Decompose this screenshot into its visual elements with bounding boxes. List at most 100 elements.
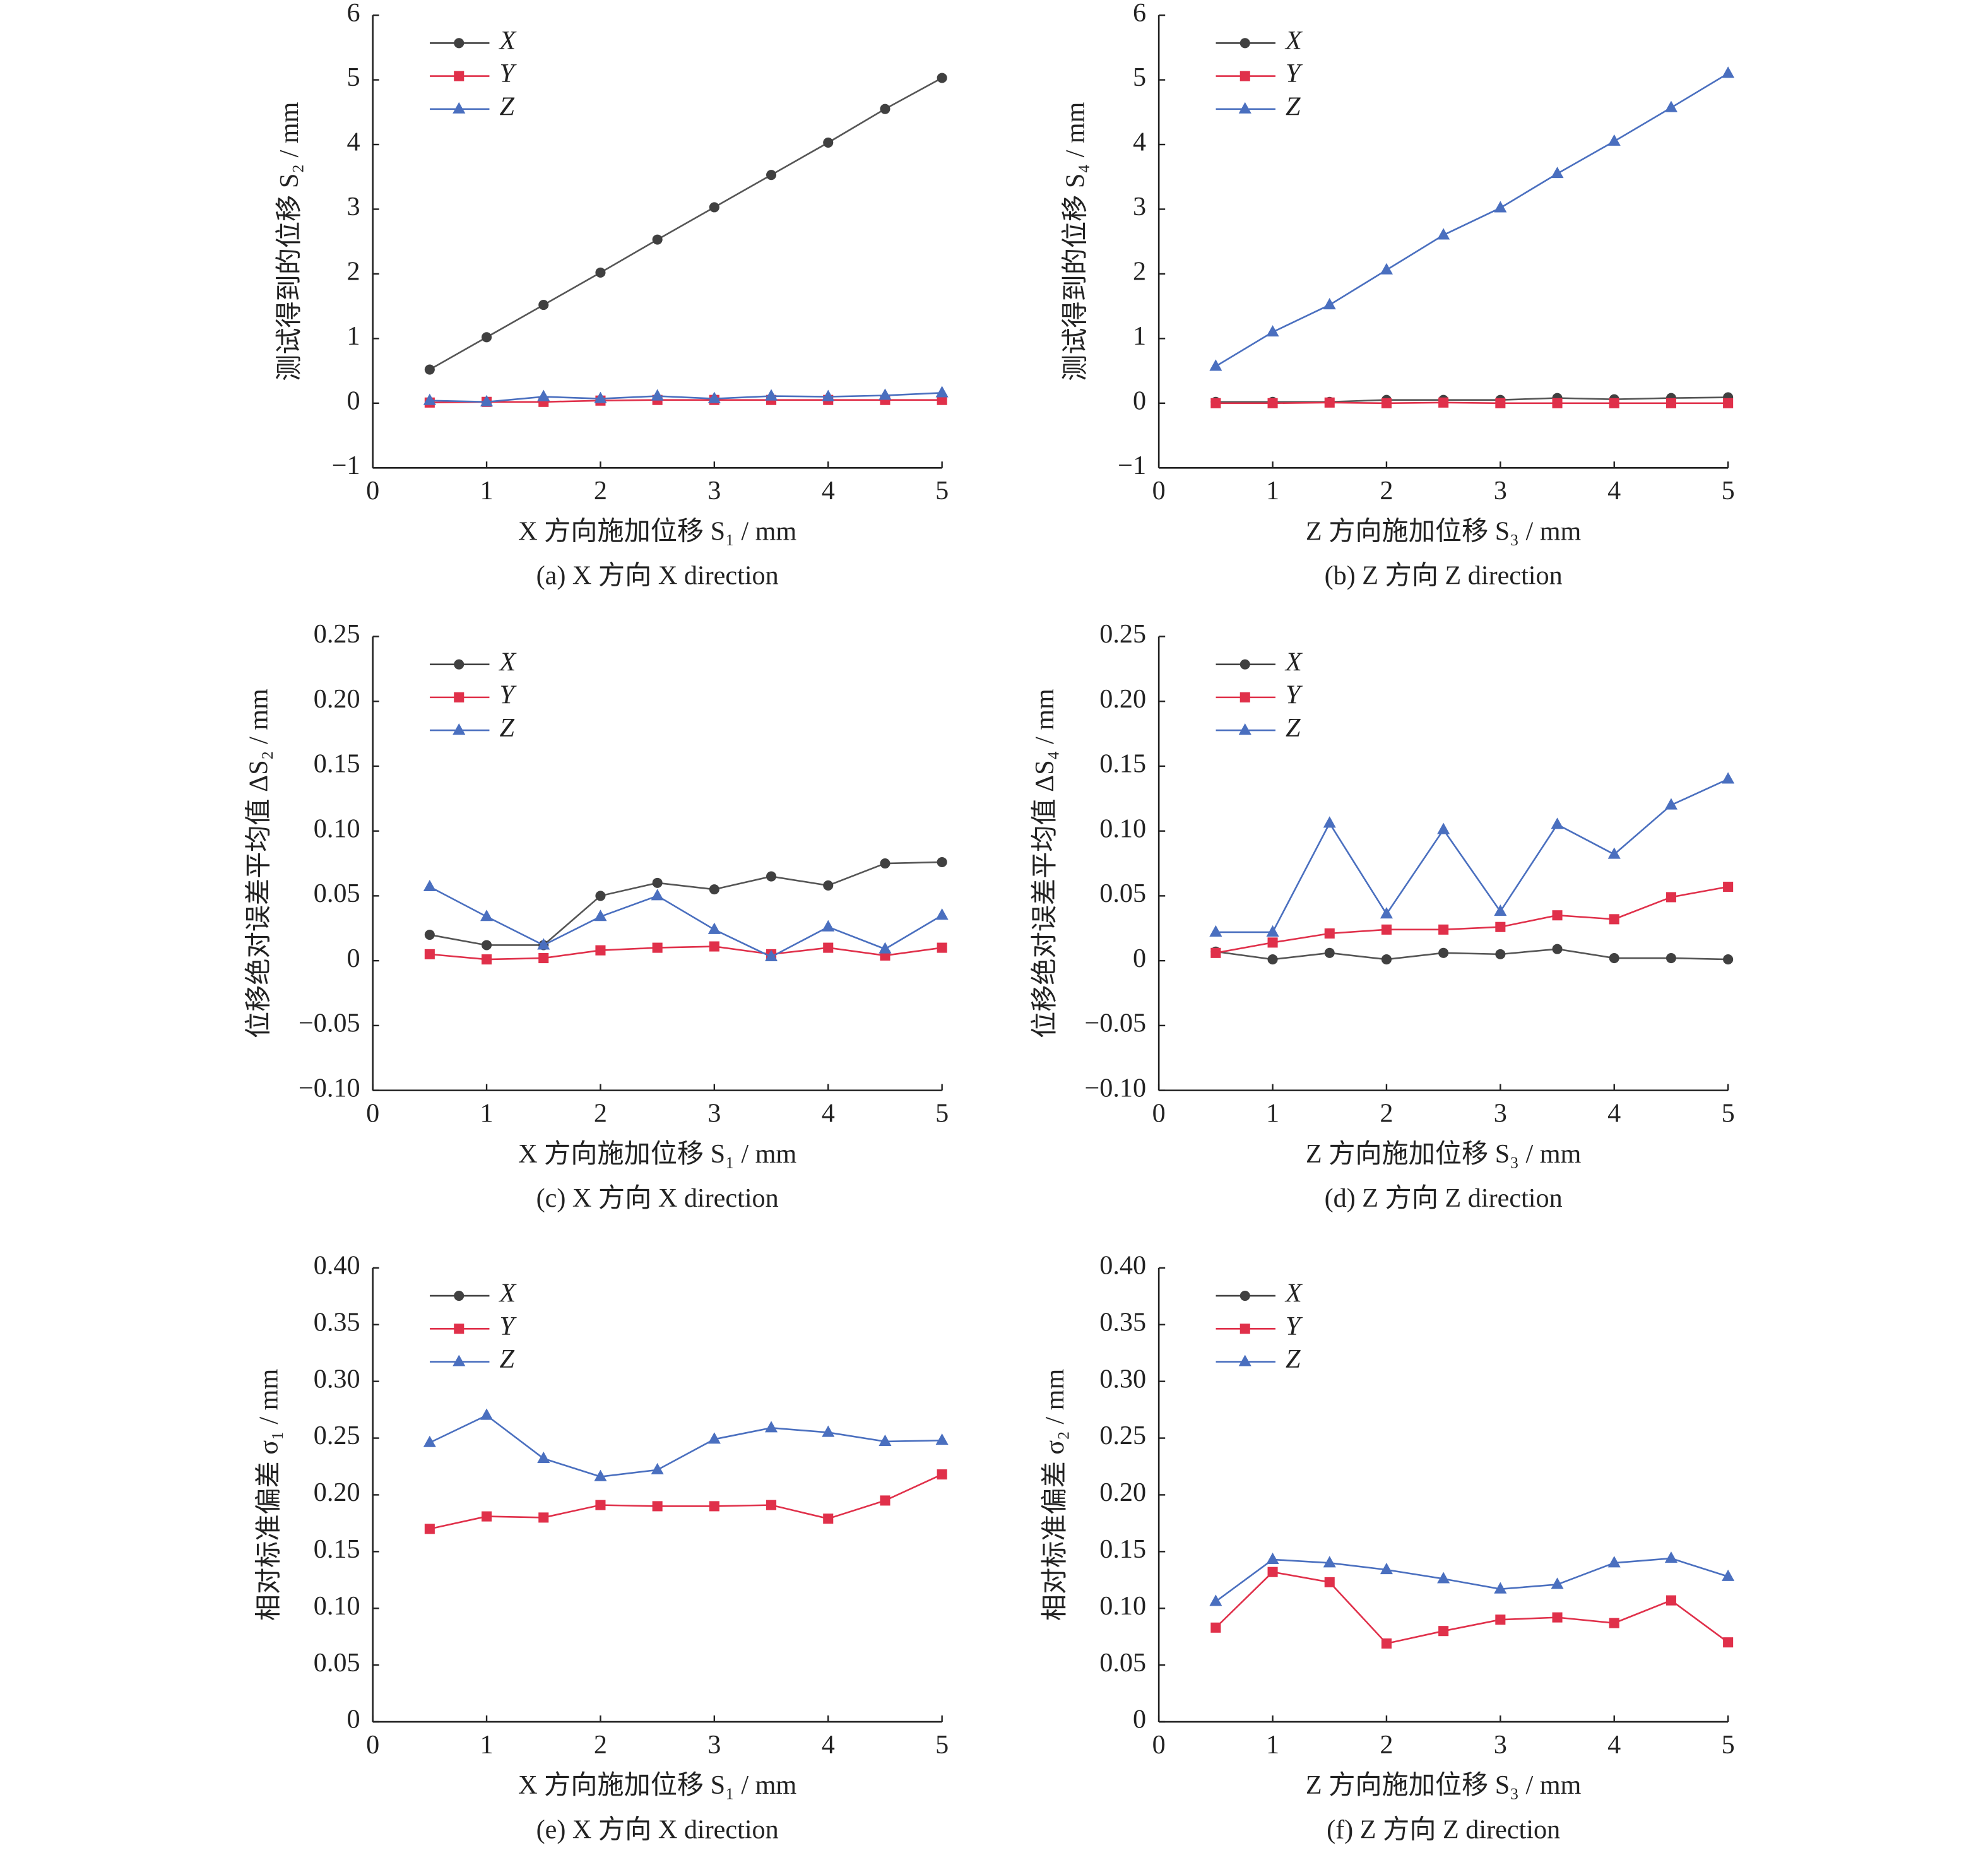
- series-line: [1215, 73, 1729, 367]
- x-tick-label: 0: [1152, 476, 1166, 506]
- data-point: [1209, 359, 1222, 371]
- legend-marker: [453, 102, 466, 114]
- data-point: [595, 891, 606, 901]
- data-point: [879, 1434, 892, 1446]
- data-point: [652, 942, 663, 953]
- data-point: [766, 1500, 777, 1510]
- data-point: [1381, 924, 1392, 935]
- legend-marker: [1238, 1354, 1251, 1366]
- y-tick-label: −0.05: [1084, 1009, 1146, 1038]
- data-point: [1609, 1618, 1619, 1628]
- data-point: [823, 1513, 834, 1524]
- series-line: [429, 1414, 942, 1478]
- data-point: [423, 393, 436, 405]
- data-point: [1437, 1572, 1450, 1584]
- data-point: [880, 858, 890, 869]
- data-point: [1209, 925, 1222, 937]
- y-tick-label: 0.25: [314, 1421, 360, 1450]
- x-tick-label: 0: [366, 1730, 379, 1760]
- data-point: [709, 941, 719, 952]
- legend-marker: [1240, 38, 1250, 49]
- data-point: [1267, 398, 1278, 408]
- data-point: [1495, 921, 1506, 932]
- data-point: [1324, 928, 1335, 939]
- legend-marker: [1240, 692, 1250, 702]
- y-axis-label: 位移绝对误差平均值 ΔS₂ / mm: [244, 689, 274, 1038]
- x-tick-label: 0: [366, 1098, 379, 1128]
- data-point: [538, 952, 549, 964]
- data-point: [822, 389, 835, 401]
- x-axis-label: X 方向施加位移 S₁ / mm: [518, 516, 796, 546]
- data-point: [1380, 1563, 1393, 1575]
- y-tick-label: 0: [1133, 944, 1146, 973]
- data-point: [537, 389, 550, 401]
- y-tick-label: 0.40: [1099, 1251, 1146, 1281]
- y-tick-label: 0.15: [314, 749, 360, 779]
- y-tick-label: 5: [346, 62, 360, 92]
- data-point: [823, 942, 834, 953]
- y-tick-label: 0.05: [314, 1648, 360, 1678]
- data-point: [652, 877, 663, 888]
- data-point: [709, 1501, 719, 1512]
- data-point: [538, 300, 549, 311]
- caption: (f) Z 方向 Z direction: [1327, 1815, 1560, 1844]
- data-point: [594, 909, 607, 921]
- y-tick-label: 0.10: [1099, 814, 1146, 843]
- legend-marker: [1240, 659, 1250, 670]
- y-tick-label: 0.20: [314, 1478, 360, 1507]
- data-point: [879, 942, 892, 954]
- data-point: [1381, 398, 1392, 408]
- data-point: [482, 332, 492, 343]
- data-point: [652, 234, 663, 245]
- legend-label: X: [1284, 1279, 1303, 1308]
- y-tick-label: 0.05: [1099, 879, 1146, 908]
- data-point: [1323, 1556, 1336, 1568]
- y-axis-label: 测试得到的位移 S₄ / mm: [1060, 102, 1090, 381]
- data-point: [1551, 167, 1564, 179]
- y-axis-label: 相对标准偏差 σ₂ / mm: [1040, 1369, 1070, 1621]
- series-line: [1216, 778, 1729, 933]
- caption: (a) X 方向 X direction: [536, 561, 779, 591]
- x-tick-label: 2: [1380, 476, 1393, 506]
- data-point: [1551, 817, 1564, 829]
- data-point: [1607, 847, 1621, 859]
- data-point: [1495, 398, 1506, 408]
- data-point: [537, 1451, 550, 1463]
- data-point: [1381, 1638, 1392, 1649]
- data-point: [1438, 924, 1449, 935]
- data-point: [651, 889, 664, 901]
- x-tick-label: 1: [480, 1098, 494, 1128]
- data-point: [1723, 881, 1734, 892]
- legend-marker: [454, 692, 464, 702]
- data-point: [1664, 1551, 1677, 1563]
- data-point: [1551, 1577, 1564, 1589]
- y-tick-label: 0.25: [1099, 619, 1146, 649]
- data-point: [1266, 925, 1279, 937]
- data-point: [1323, 298, 1336, 310]
- x-tick-label: 5: [935, 476, 949, 506]
- legend-marker: [1240, 1324, 1250, 1334]
- y-tick-label: 0.15: [1099, 749, 1146, 779]
- legend-label: Y: [500, 680, 518, 710]
- x-tick-label: 2: [594, 1730, 607, 1760]
- x-axis-label: Z 方向施加位移 S₃ / mm: [1306, 516, 1582, 546]
- data-point: [1495, 949, 1506, 959]
- data-point: [480, 1408, 494, 1420]
- y-tick-label: 0.10: [1099, 1591, 1146, 1621]
- series-line: [429, 886, 943, 958]
- y-tick-label: 2: [346, 257, 360, 287]
- data-point: [937, 73, 947, 83]
- data-point: [822, 1425, 835, 1437]
- data-point: [1324, 1577, 1335, 1587]
- legend-label: X: [1284, 647, 1303, 677]
- data-point: [707, 922, 721, 934]
- x-tick-label: 2: [594, 1098, 607, 1128]
- data-point: [651, 1462, 664, 1474]
- x-tick-label: 5: [935, 1730, 949, 1760]
- y-tick-label: −0.05: [299, 1009, 360, 1038]
- data-point: [1666, 952, 1676, 964]
- data-point: [1666, 1595, 1676, 1606]
- data-point: [1494, 904, 1507, 916]
- x-tick-label: 2: [1380, 1098, 1393, 1128]
- x-tick-label: 4: [822, 1730, 835, 1760]
